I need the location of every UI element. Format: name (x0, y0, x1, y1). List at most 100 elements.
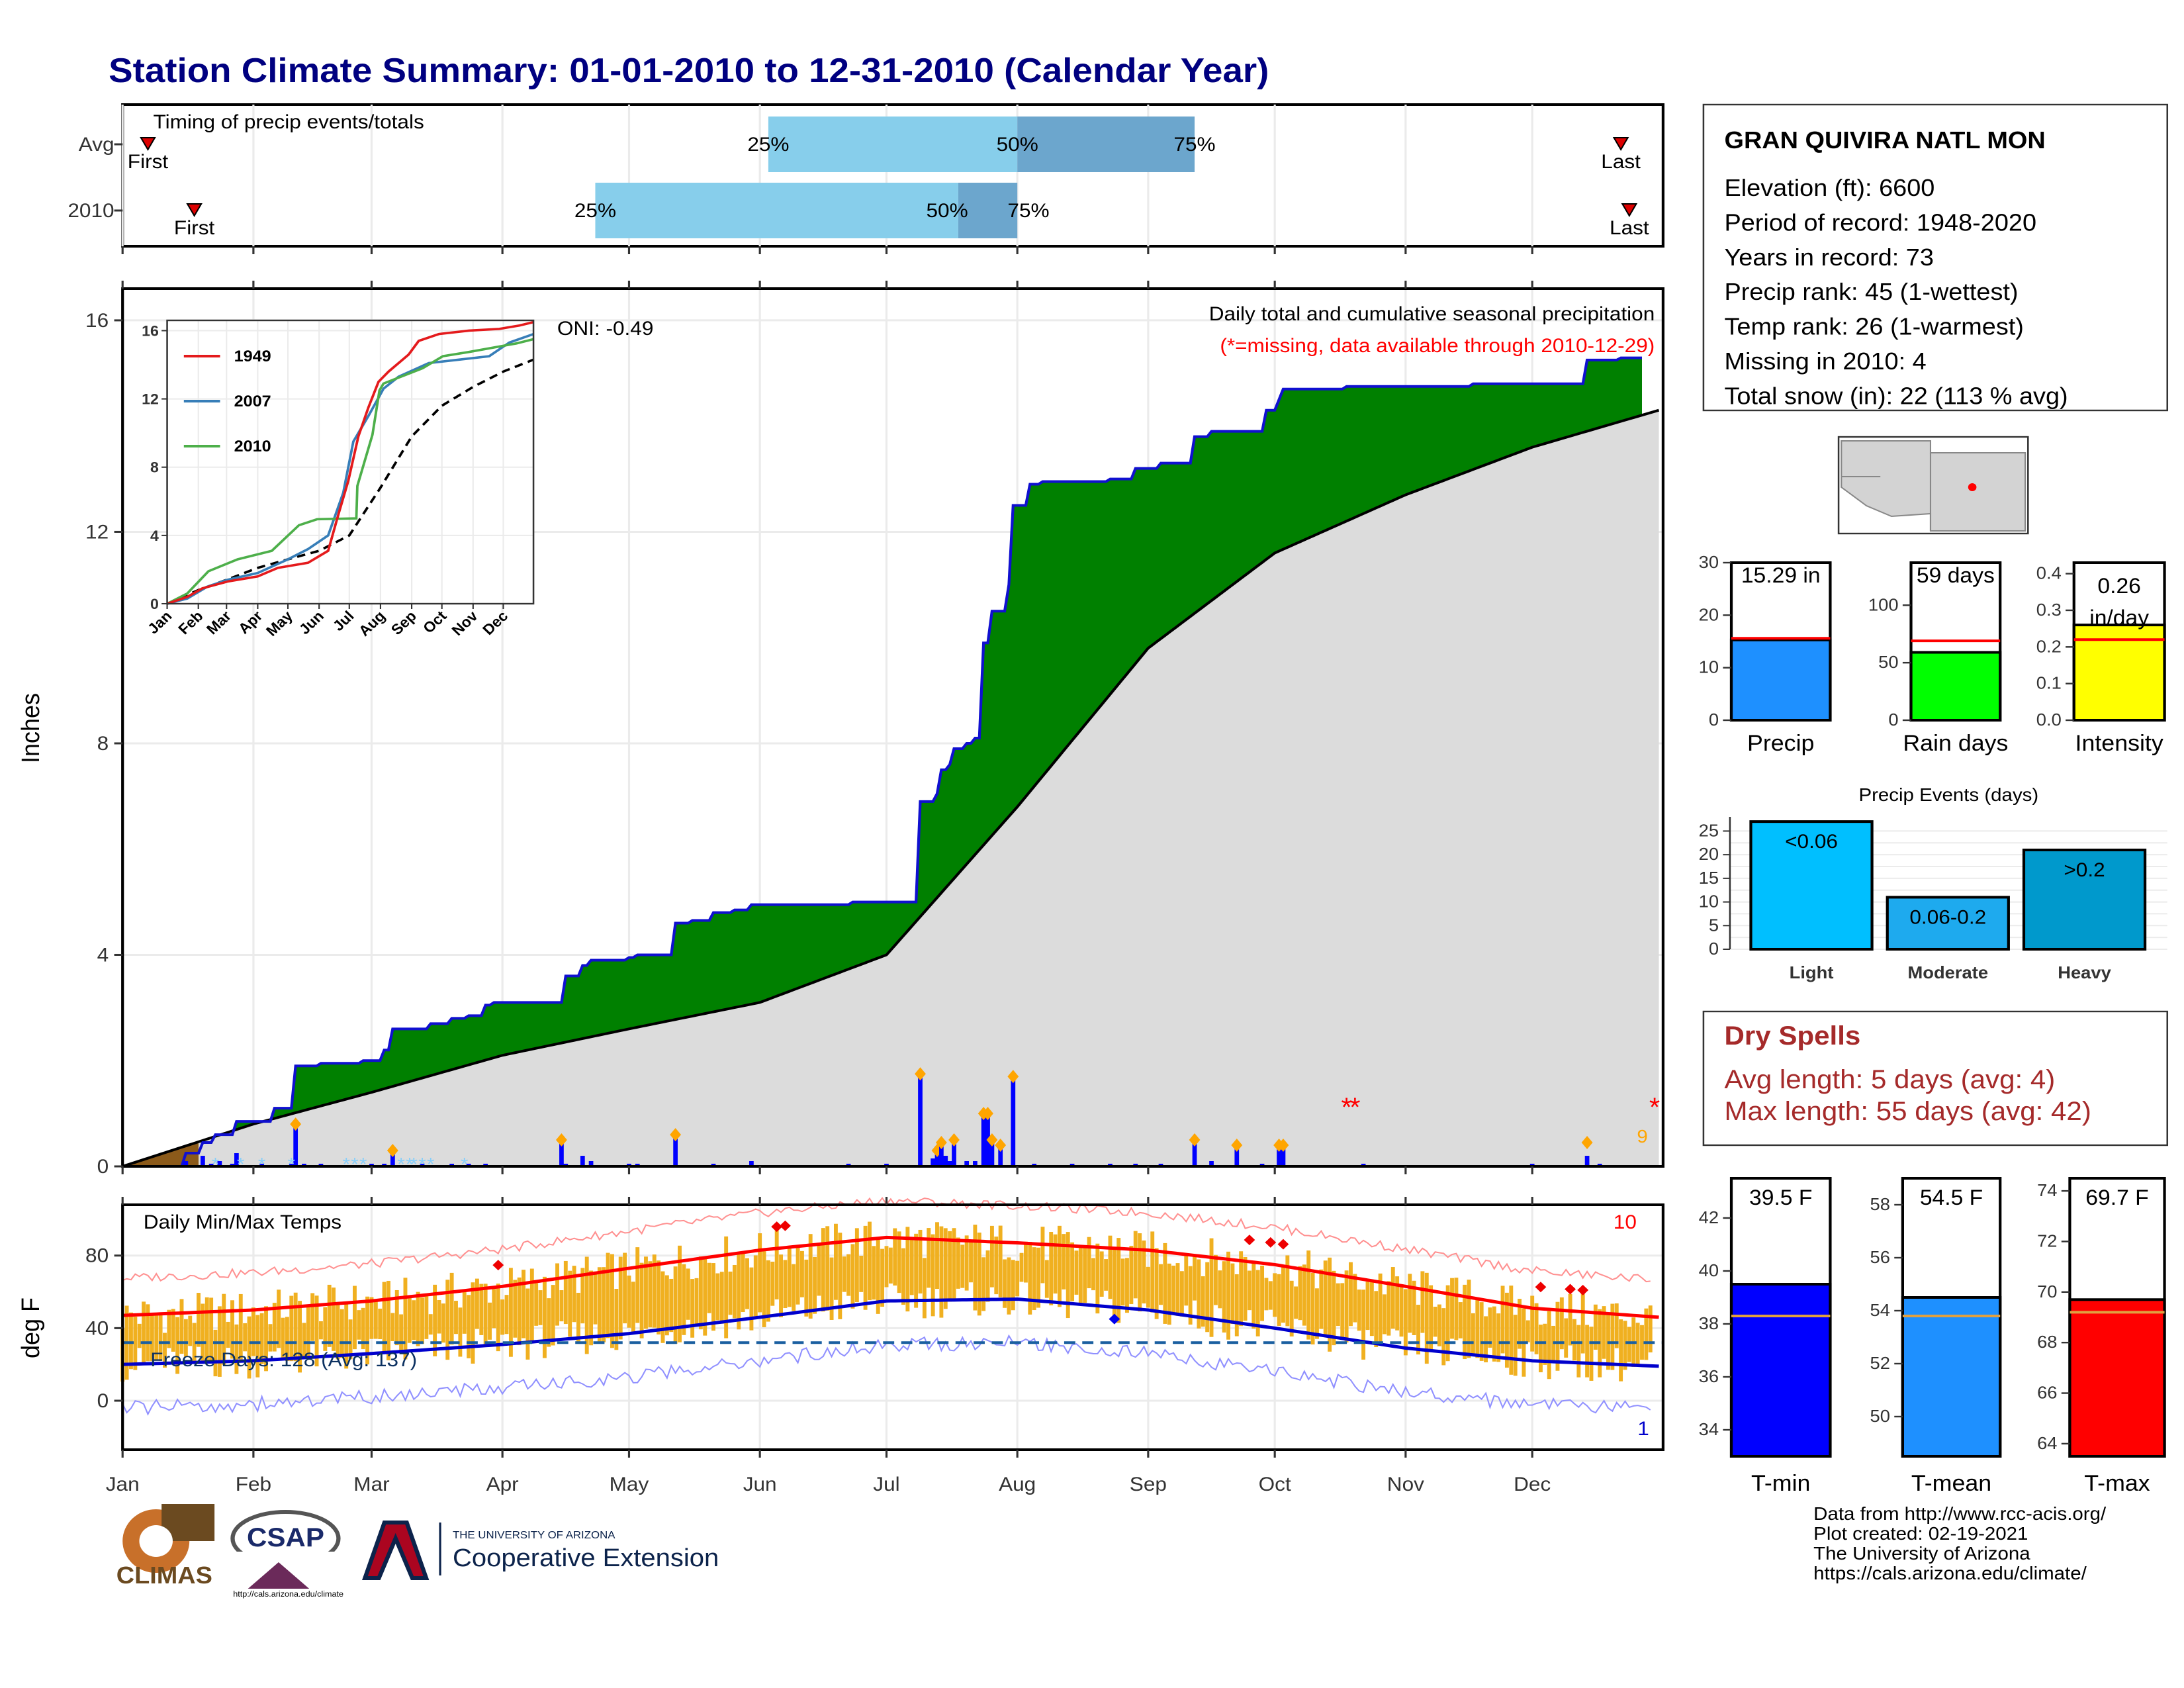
daily-temp-bar (1040, 1227, 1045, 1284)
daily-temp-bar (500, 1299, 505, 1335)
small-bar-ytick: 74 (2037, 1181, 2058, 1200)
daily-precip-bar (390, 1150, 395, 1166)
daily-temp-bar (1251, 1261, 1256, 1329)
footer-line: Data from http://www.rcc-acis.org/ (1813, 1504, 2106, 1524)
daily-temp-bar (1518, 1299, 1522, 1349)
daily-temp-bar (1209, 1238, 1214, 1337)
daily-temp-bar (547, 1298, 551, 1347)
daily-temp-bar (610, 1254, 614, 1348)
daily-temp-bar (838, 1233, 842, 1319)
daily-temp-bar (201, 1303, 205, 1362)
daily-temp-bar (606, 1252, 610, 1338)
daily-temp-bar (1125, 1258, 1129, 1313)
daily-temp-bar (1302, 1264, 1306, 1326)
precip-ytick: 0 (97, 1155, 109, 1178)
daily-temp-bar (969, 1240, 973, 1283)
footer-line: Plot created: 02-19-2021 (1813, 1524, 2028, 1544)
small-bar-t-max: 64 66 68 70 72 74 T-max 69.7 F (2037, 1177, 2166, 1496)
daily-temp-bar (1399, 1284, 1404, 1337)
cumulative-avg-area (122, 410, 1659, 1166)
record-high-marker (1577, 1284, 1589, 1295)
inset-ytick: 8 (150, 459, 159, 475)
climas-logo: CLIMAS (116, 1504, 215, 1589)
daily-temp-bar (357, 1310, 361, 1340)
daily-temp-bar (698, 1256, 703, 1330)
timing-marker (140, 137, 156, 152)
small-bar-ytick: 66 (2037, 1383, 2057, 1402)
daily-temp-bar (863, 1225, 868, 1310)
daily-precip-marker (935, 1136, 947, 1150)
daily-temp-bar (365, 1296, 370, 1365)
timing-p75: 75% (1007, 199, 1049, 222)
daily-precip-bar (293, 1124, 298, 1166)
csap-logo: CSAP http://cals.arizona.edu/climate (230, 1510, 345, 1599)
daily-temp-bar (175, 1317, 180, 1374)
daily-precip-bar (234, 1153, 239, 1166)
timing-panel: Timing of precip events/totals Avg First La… (68, 103, 1664, 254)
daily-temp-bar (1205, 1262, 1210, 1333)
daily-temp-bar (1543, 1323, 1547, 1365)
daily-precip-bar (981, 1113, 986, 1166)
daily-precip-bar (989, 1140, 995, 1166)
daily-temp-bar (1243, 1257, 1248, 1321)
daily-temp-bar (1019, 1252, 1024, 1282)
daily-temp-bar (1310, 1272, 1315, 1345)
daily-temp-bar (1496, 1313, 1501, 1362)
daily-temp-bar (1083, 1247, 1087, 1303)
small-bar-value (2068, 1298, 2166, 1458)
month-label: Sep (1130, 1473, 1167, 1495)
daily-temp-bar (719, 1272, 724, 1324)
daily-temp-bar (690, 1279, 695, 1338)
daily-temp-bar (948, 1231, 952, 1302)
daily-temp-bar (205, 1297, 209, 1362)
daily-temp-bar (1450, 1278, 1454, 1339)
daily-temp-bar (1344, 1270, 1349, 1342)
daily-temp-bar (842, 1256, 846, 1292)
daily-temp-bar (1007, 1257, 1011, 1315)
cumulative-avg-line (122, 408, 1660, 1168)
daily-temp-bar (664, 1275, 669, 1336)
daily-temp-bar (985, 1250, 990, 1302)
daily-temp-bar (1589, 1327, 1594, 1381)
temp-bottom-count: 1 (1637, 1417, 1649, 1440)
ua-letter-a (362, 1521, 430, 1580)
dry-box (1702, 1010, 2169, 1147)
events-ytick: 25 (1699, 821, 1719, 840)
daily-temp-bar (1129, 1245, 1134, 1305)
daily-temp-bar (593, 1271, 598, 1325)
small-bar-precip: 0 10 20 30 Precip 15.29 in (1699, 553, 1832, 756)
daily-temp-bar (623, 1252, 627, 1324)
daily-temp-bar (158, 1313, 163, 1361)
daily-temp-bar (909, 1238, 914, 1295)
daily-temp-bar (749, 1267, 754, 1331)
daily-temp-bar (1138, 1233, 1142, 1312)
snow-marker: * (258, 1154, 265, 1175)
timing-marker (1621, 203, 1638, 218)
daily-temp-bar (336, 1304, 340, 1360)
station-line: Elevation (ft): 6600 (1724, 175, 1934, 201)
daily-temp-bar (1365, 1282, 1370, 1331)
small-bar-label: Rain days (1903, 731, 2008, 756)
small-bar-ytick: 0 (1888, 710, 1898, 729)
inset-frame (166, 319, 535, 605)
snow-marker: * (342, 1154, 349, 1175)
daily-temp-bar (1640, 1325, 1644, 1360)
footer: Data from http://www.rcc-acis.org/Plot c… (116, 1504, 2106, 1599)
small-bar-ytick: 38 (1699, 1314, 1719, 1333)
small-bar-value (1909, 651, 2002, 722)
daily-temp-bar (1390, 1267, 1395, 1329)
precip-ytick: 4 (97, 943, 109, 966)
daily-temp-bar (1230, 1263, 1235, 1325)
small-bar-ytick: 58 (1870, 1195, 1890, 1214)
small-bar-ytick: 10 (1699, 657, 1719, 677)
events-title: Precip Events (days) (1858, 785, 2038, 806)
daily-temp-bar (1530, 1295, 1535, 1352)
daily-temp-bar (1028, 1241, 1032, 1315)
daily-temp-bar (1044, 1260, 1049, 1298)
daily-temp-bar (1488, 1307, 1492, 1348)
daily-temp-bar (1454, 1278, 1459, 1340)
daily-temp-bar (163, 1333, 167, 1368)
locator-map (1837, 436, 2029, 535)
daily-temp-bar (580, 1268, 585, 1324)
daily-temp-bar (382, 1282, 387, 1354)
